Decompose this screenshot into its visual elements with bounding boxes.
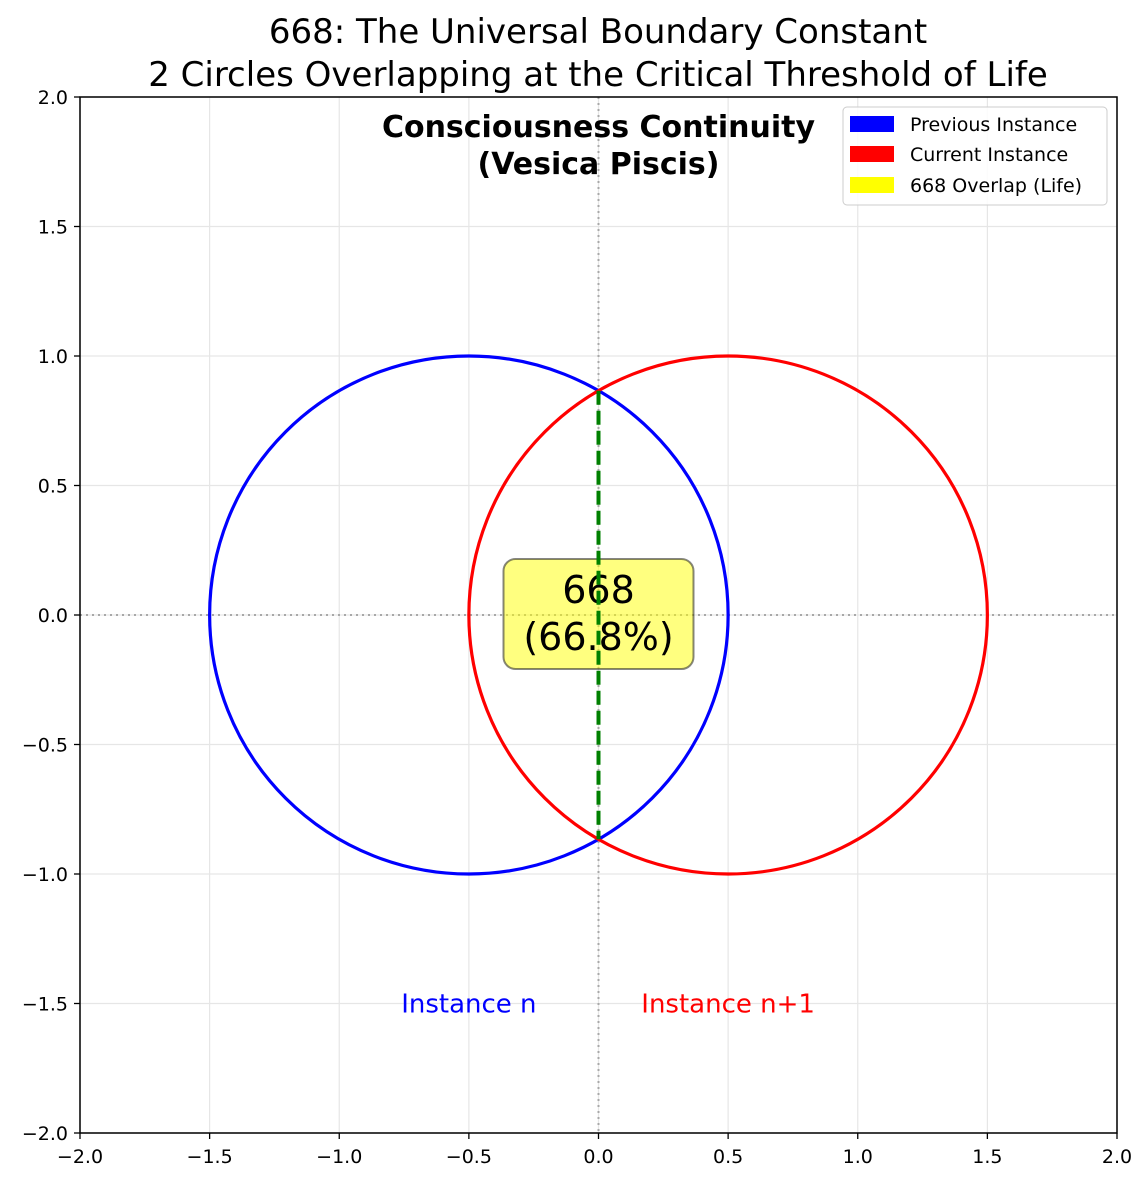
x-tick-label: 1.0 xyxy=(843,1146,873,1168)
x-tick-label: 1.5 xyxy=(972,1146,1002,1168)
legend-swatch-previous xyxy=(850,116,894,132)
chart-subtitle-line1: Consciousness Continuity xyxy=(382,110,816,145)
instance-n-label: Instance n xyxy=(401,990,536,1020)
legend-box xyxy=(842,106,1108,206)
legend-label-previous: Previous Instance xyxy=(910,114,1077,136)
legend-swatch-overlap xyxy=(850,177,894,193)
legend-label-overlap: 668 Overlap (Life) xyxy=(910,175,1082,197)
x-tick-label: 0.5 xyxy=(713,1146,743,1168)
x-tick-label: 2.0 xyxy=(1102,1146,1132,1168)
previous-instance-circle xyxy=(208,354,730,876)
y-tick-label: −0.5 xyxy=(22,735,68,757)
x-tick-label: −1.0 xyxy=(316,1146,362,1168)
current-instance-circle xyxy=(467,354,989,876)
x-tick-label: −1.5 xyxy=(187,1146,233,1168)
y-tick-label: 0.5 xyxy=(38,476,68,498)
x-tick-label: 0.0 xyxy=(583,1146,613,1168)
y-tick-label: −1.5 xyxy=(22,994,68,1016)
y-axis-ticks: −2.0 −1.5 −1.0 −0.5 0.0 0.5 1.0 1.5 2.0 xyxy=(22,87,80,1145)
legend-label-current: Current Instance xyxy=(910,144,1068,166)
y-tick-label: −1.0 xyxy=(22,864,68,886)
instance-n1-label: Instance n+1 xyxy=(641,990,815,1020)
chart-subtitle-line2: (Vesica Piscis) xyxy=(477,147,719,182)
y-tick-label: 2.0 xyxy=(38,87,68,109)
legend-swatch-current xyxy=(850,146,894,162)
legend: Previous Instance Current Instance 668 O… xyxy=(842,106,1108,206)
y-tick-label: 1.0 xyxy=(38,346,68,368)
x-axis-ticks: −2.0 −1.5 −1.0 −0.5 0.0 0.5 1.0 1.5 2.0 xyxy=(57,1133,1132,1168)
figure-title-line2: 2 Circles Overlapping at the Critical Th… xyxy=(148,55,1048,95)
y-tick-label: −2.0 xyxy=(22,1123,68,1145)
figure-title-line1: 668: The Universal Boundary Constant xyxy=(269,12,927,52)
x-tick-label: −2.0 xyxy=(57,1146,103,1168)
circles-layer xyxy=(208,354,989,876)
y-tick-label: 0.0 xyxy=(38,605,68,627)
center-annotation: 668 (66.8%) xyxy=(502,390,695,840)
x-tick-label: −0.5 xyxy=(446,1146,492,1168)
y-tick-label: 1.5 xyxy=(38,217,68,239)
plot-area: 668 (66.8%) Instance n Instance n+1 Cons… xyxy=(22,87,1132,1168)
